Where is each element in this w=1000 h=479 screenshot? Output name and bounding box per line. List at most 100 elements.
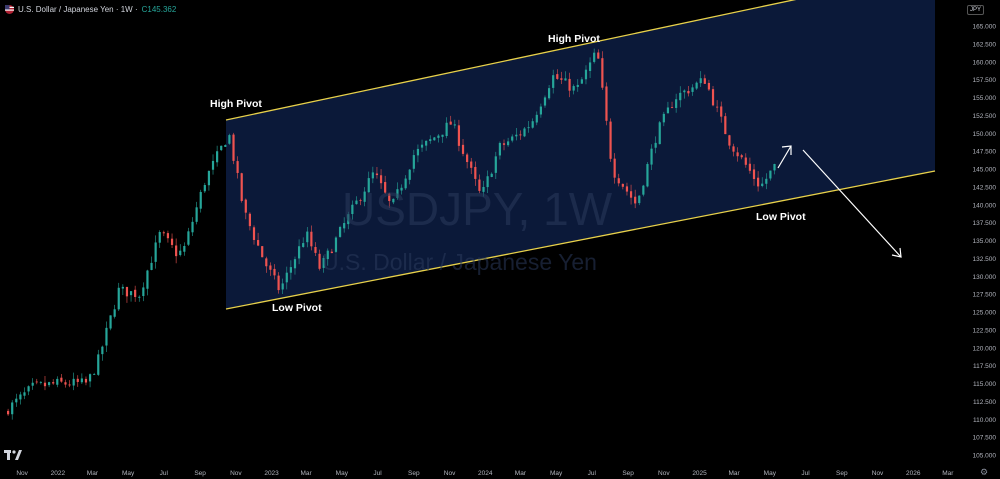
candle-body	[179, 250, 182, 256]
arrow-down[interactable]	[802, 149, 902, 258]
candle-body	[261, 246, 264, 258]
candle-body	[88, 374, 92, 382]
candle-body	[748, 163, 752, 171]
candle-body	[183, 245, 186, 252]
candle-body	[638, 195, 641, 204]
candle-body	[236, 161, 239, 173]
candle-body	[326, 250, 329, 260]
candle-body	[138, 296, 141, 298]
candle-body	[293, 259, 297, 269]
candle-body	[429, 139, 432, 142]
candle-body	[265, 258, 268, 267]
us-flag-icon	[5, 5, 14, 14]
candle-body	[691, 87, 694, 92]
candle-body	[384, 182, 387, 193]
candle-body	[318, 253, 321, 269]
x-tick-label: Nov	[16, 470, 28, 477]
y-tick-label: 137.500	[973, 220, 997, 227]
candle-body	[617, 178, 620, 184]
candle-body	[211, 160, 215, 170]
candle-body	[109, 315, 112, 329]
candle-body	[408, 169, 411, 180]
y-tick-label: 117.500	[973, 363, 996, 370]
candle-body	[134, 289, 137, 297]
candle-body	[543, 97, 547, 106]
candle-body	[609, 121, 612, 159]
candle-body	[728, 135, 731, 146]
candle-body	[498, 142, 502, 156]
settings-gear-icon[interactable]: ⚙	[980, 467, 989, 477]
close-price: C145.362	[141, 5, 177, 14]
y-tick-label: 157.500	[973, 77, 997, 84]
candle-body	[150, 262, 153, 270]
candle-body	[80, 378, 83, 383]
symbol-title[interactable]: U.S. Dollar / Japanese Yen · 1W ·	[18, 5, 138, 14]
watermark-ticker: USDJPY, 1W	[342, 183, 613, 235]
candle-body	[52, 382, 55, 384]
candle-body	[629, 191, 633, 198]
candle-body	[101, 346, 104, 355]
candle-body	[658, 122, 661, 145]
candle-body	[281, 283, 284, 290]
x-tick-label: Nov	[872, 470, 884, 477]
candle-body	[716, 106, 719, 108]
candle-body	[724, 116, 727, 135]
y-tick-label: 112.500	[973, 399, 996, 406]
label-low-pivot-2: Low Pivot	[756, 211, 806, 223]
candle-body	[277, 275, 280, 291]
candle-body	[224, 145, 227, 147]
candle-body	[613, 158, 616, 178]
time-axis[interactable]: Nov 2022 Mar May Jul Sep Nov 2023 Mar May Jul Sep No…	[16, 470, 954, 477]
candle-body	[461, 144, 465, 154]
candle-body	[19, 394, 22, 400]
candle-body	[257, 240, 260, 246]
candle-body	[170, 238, 174, 245]
y-tick-label: 127.500	[973, 292, 997, 299]
candle-body	[757, 177, 760, 187]
candle-body	[195, 207, 198, 222]
x-tick-label: Sep	[194, 470, 206, 477]
candle-body	[343, 223, 346, 229]
y-tick-label: 135.000	[973, 238, 997, 245]
candle-body	[662, 113, 665, 123]
x-tick-label: Jul	[588, 470, 597, 477]
price-axis[interactable]: 105.000 107.500 110.000 112.500 115.000 117.5…	[973, 24, 997, 460]
candle-body	[72, 378, 75, 386]
tradingview-logo-icon[interactable]	[4, 447, 22, 465]
candle-body	[162, 232, 165, 234]
candle-body	[580, 79, 583, 84]
arrow-up[interactable]	[777, 145, 792, 169]
candle-body	[359, 200, 362, 202]
candle-body	[576, 84, 579, 87]
currency-badge[interactable]: JPY	[967, 5, 985, 15]
candle-body	[412, 155, 415, 169]
x-tick-label: Jul	[160, 470, 169, 477]
x-tick-label: Mar	[728, 470, 740, 477]
candle-body	[203, 185, 206, 192]
candle-body	[232, 134, 235, 161]
candle-body	[695, 82, 698, 89]
candle-body	[367, 178, 370, 193]
channel-upper-line[interactable]	[225, 0, 935, 121]
candle-body	[216, 151, 219, 163]
candle-body	[466, 154, 469, 163]
candle-body	[433, 137, 436, 141]
candle-body	[687, 90, 690, 94]
y-tick-label: 140.000	[973, 202, 997, 209]
candle-body	[552, 75, 555, 88]
x-tick-label: Mar	[87, 470, 99, 477]
candle-body	[761, 183, 764, 186]
candle-body	[379, 175, 383, 184]
candle-body	[355, 200, 358, 205]
candle-body	[523, 128, 526, 137]
channel-lower-line[interactable]	[225, 170, 936, 310]
candle-body	[105, 327, 108, 346]
candle-body	[511, 136, 514, 141]
x-tick-label: 2025	[692, 470, 707, 477]
candle-body	[31, 382, 34, 386]
x-tick-label: 2023	[264, 470, 279, 477]
candle-body	[330, 251, 333, 254]
x-tick-label: Jul	[801, 470, 810, 477]
candle-body	[220, 145, 223, 151]
